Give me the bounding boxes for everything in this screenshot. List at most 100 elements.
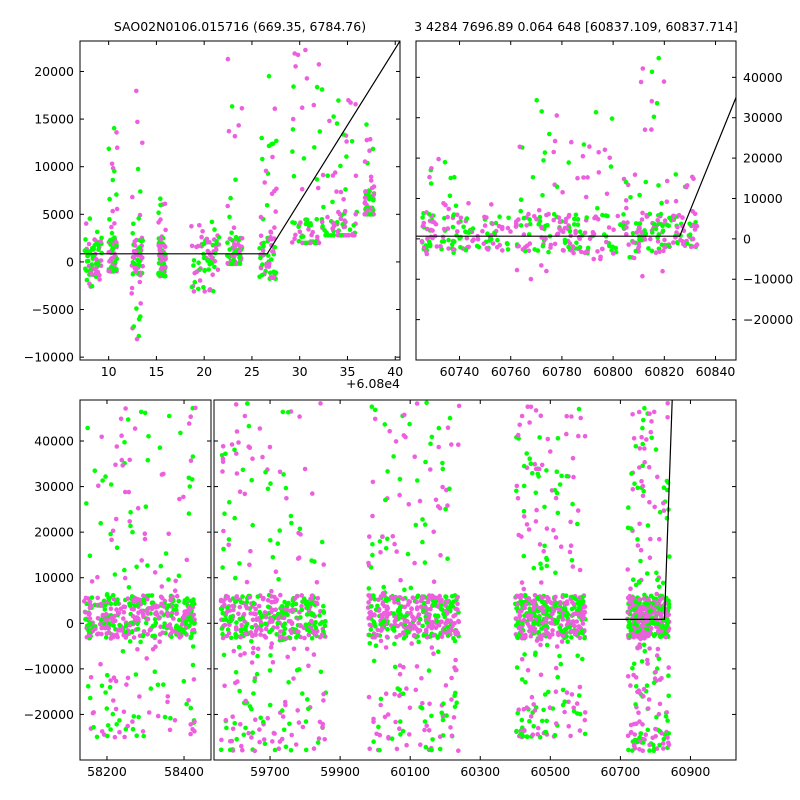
point-series-a — [445, 556, 450, 561]
point-series-b — [366, 593, 371, 598]
point-series-b — [694, 223, 700, 229]
point-series-b — [115, 610, 121, 616]
point-series-a — [657, 742, 662, 748]
point-series-a — [87, 216, 93, 221]
point-series-a — [542, 504, 547, 510]
point-series-b — [409, 606, 414, 611]
point-series-b — [640, 66, 646, 71]
point-series-b — [566, 724, 571, 729]
point-series-b — [162, 265, 168, 271]
point-series-b — [97, 272, 102, 278]
point-series-b — [437, 593, 443, 599]
point-series-a — [287, 721, 292, 727]
point-series-b — [220, 456, 226, 462]
point-series-b — [661, 508, 667, 513]
point-series-a — [555, 436, 561, 441]
point-series-a — [693, 220, 698, 225]
point-series-a — [521, 483, 527, 489]
point-series-a — [202, 267, 207, 273]
point-series-b — [98, 239, 103, 244]
point-series-a — [136, 258, 142, 264]
y-tick-label: 10000 — [34, 570, 74, 585]
point-series-b — [257, 739, 262, 745]
point-series-b — [647, 411, 652, 417]
point-series-b — [644, 214, 650, 219]
point-series-b — [519, 413, 525, 419]
point-series-a — [521, 509, 527, 514]
point-series-b — [419, 676, 424, 681]
point-series-b — [135, 647, 140, 652]
point-series-b — [156, 616, 162, 621]
point-series-b — [661, 248, 666, 254]
point-series-a — [584, 215, 589, 220]
point-series-a — [642, 601, 647, 606]
point-series-a — [162, 714, 168, 720]
point-series-a — [647, 748, 652, 753]
point-series-a — [639, 659, 645, 664]
point-series-b — [645, 657, 650, 663]
point-series-b — [421, 245, 427, 250]
data-points — [419, 55, 700, 282]
point-series-b — [412, 454, 418, 460]
point-series-a — [272, 747, 278, 753]
point-series-b — [638, 79, 644, 85]
point-series-b — [239, 622, 244, 628]
point-series-a — [272, 245, 278, 250]
point-series-a — [665, 718, 670, 723]
point-series-b — [556, 215, 562, 220]
point-series-a — [518, 197, 524, 202]
point-series-b — [266, 236, 272, 242]
point-series-b — [456, 748, 461, 753]
point-series-b — [646, 706, 651, 711]
point-series-b — [384, 607, 390, 613]
point-series-a — [135, 166, 141, 172]
point-series-b — [481, 241, 487, 246]
point-series-b — [271, 249, 276, 254]
point-series-a — [319, 87, 325, 92]
point-series-a — [312, 623, 317, 628]
point-series-b — [236, 611, 241, 617]
point-series-b — [225, 56, 231, 62]
point-series-a — [111, 125, 117, 131]
point-series-b — [297, 414, 302, 419]
point-series-a — [536, 614, 542, 620]
point-series-a — [647, 211, 653, 217]
point-series-b — [526, 527, 532, 532]
point-series-a — [628, 526, 634, 531]
point-series-b — [596, 170, 602, 175]
point-series-b — [547, 705, 553, 710]
point-series-b — [207, 250, 212, 256]
point-series-b — [370, 479, 376, 485]
point-series-a — [439, 710, 445, 716]
point-series-b — [625, 567, 630, 572]
point-series-b — [666, 740, 671, 745]
point-series-a — [636, 579, 642, 584]
point-series-a — [562, 237, 568, 243]
point-series-a — [286, 680, 291, 685]
point-series-a — [626, 747, 631, 753]
point-series-b — [367, 610, 372, 615]
point-series-a — [206, 267, 211, 272]
point-series-a — [666, 223, 671, 229]
point-series-a — [664, 487, 670, 493]
point-series-b — [652, 610, 657, 615]
point-series-a — [325, 173, 331, 178]
point-series-a — [666, 243, 671, 249]
point-series-a — [91, 724, 96, 730]
y-tick-label: −10000 — [24, 661, 74, 676]
point-series-b — [334, 189, 339, 194]
point-series-a — [642, 648, 648, 654]
point-series-b — [533, 408, 539, 413]
point-series-a — [581, 142, 587, 147]
point-series-a — [383, 546, 389, 551]
point-series-a — [506, 215, 511, 221]
point-series-a — [84, 501, 89, 506]
point-series-a — [225, 605, 230, 611]
point-series-b — [242, 413, 248, 419]
point-series-a — [368, 604, 374, 609]
point-series-a — [255, 594, 261, 599]
point-series-b — [232, 253, 237, 259]
point-series-b — [637, 719, 642, 724]
point-series-b — [671, 240, 676, 245]
point-series-a — [687, 232, 693, 237]
